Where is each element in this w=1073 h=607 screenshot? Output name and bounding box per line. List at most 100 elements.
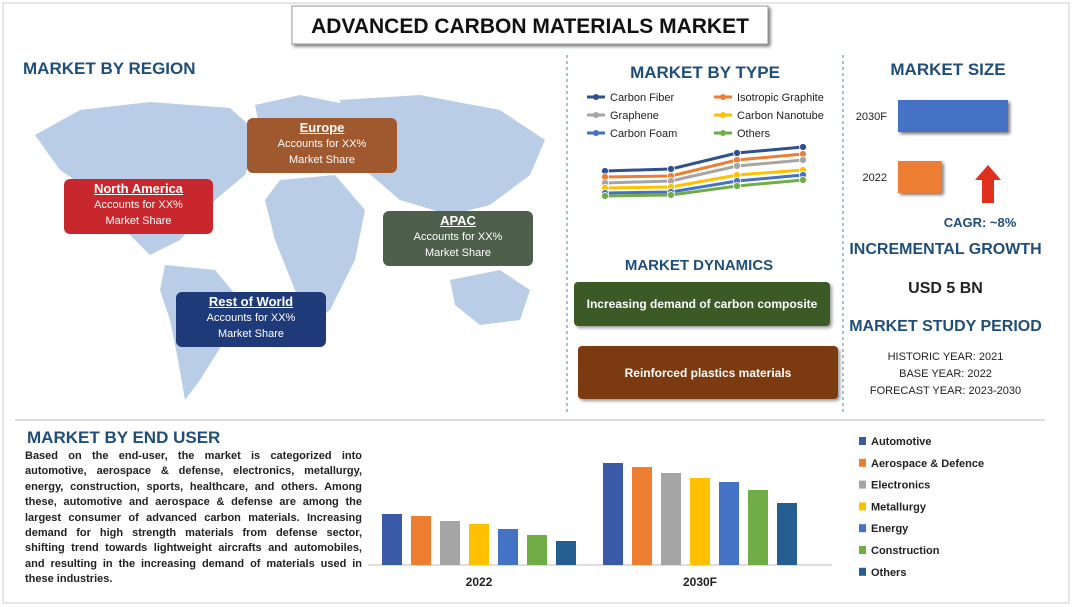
legend-label: Carbon Foam [610, 128, 677, 140]
point [733, 149, 741, 157]
legend-label: Graphene [610, 110, 659, 122]
callout-name: APAC [440, 213, 476, 228]
point [733, 182, 741, 190]
callout-text: Accounts for XX% [277, 138, 367, 150]
world-map [35, 95, 545, 400]
section-title: MARKET DYNAMICS [624, 257, 774, 274]
category-label: 2022 [863, 172, 887, 184]
continent [35, 102, 260, 255]
legend-label: Others [871, 567, 906, 579]
callout: North America Accounts for XX% Market Sh… [64, 179, 213, 234]
study-period: HISTORIC YEAR: 2021 BASE YEAR: 2022 FORE… [843, 349, 1048, 400]
end-user-text: Based on the end-user, the market is cat… [25, 450, 362, 586]
point [667, 165, 675, 173]
point [733, 162, 741, 170]
legend-marker [720, 112, 726, 118]
x-tick-label: 2030F [683, 575, 717, 589]
legend-marker [720, 130, 726, 136]
bar [748, 490, 768, 565]
bar [556, 541, 576, 565]
callout-text: Accounts for XX% [94, 199, 183, 211]
callout-text: Market Share [424, 247, 492, 259]
legend-swatch [859, 546, 866, 554]
point [667, 191, 675, 199]
callout-name: Rest of World [208, 294, 294, 309]
study-line: BASE YEAR: 2022 [899, 368, 992, 380]
callout: APAC Accounts for XX% Market Share [383, 211, 533, 266]
section-title: MARKET BY TYPE [630, 63, 780, 82]
legend-label: Carbon Nanotube [737, 110, 824, 122]
callout-text: Accounts for XX% [206, 312, 296, 324]
legend-label: Isotropic Graphite [737, 92, 824, 104]
legend-swatch [859, 480, 866, 489]
cagr: CAGR: ~8% [943, 215, 1017, 230]
section-title: MARKET BY END USER [27, 428, 221, 447]
dynamics-item: Reinforced plastics materials [578, 346, 838, 399]
legend-swatch [859, 458, 866, 467]
legend-label: Construction [871, 545, 940, 557]
bar [661, 473, 681, 565]
x-tick-label: 2022 [466, 575, 493, 589]
bar [440, 521, 460, 565]
series-line [604, 178, 804, 198]
legend-marker [593, 112, 599, 118]
bar [469, 524, 489, 565]
series-line [604, 173, 804, 195]
callout-text: Accounts for XX% [413, 231, 503, 243]
bar [382, 514, 402, 565]
section-title: INCREMENTAL GROWTH [849, 241, 1042, 258]
series-line [604, 168, 804, 190]
legend-label: Others [737, 128, 771, 140]
series-line [604, 158, 804, 185]
category-label: 2030F [856, 111, 887, 123]
page-title: ADVANCED CARBON MATERIALS MARKET [311, 15, 749, 38]
point [799, 156, 807, 164]
bar [690, 478, 710, 565]
callout-name: North America [93, 181, 184, 196]
dynamics-item: Increasing demand of carbon composite [574, 282, 830, 326]
growth-arrow [975, 165, 1001, 203]
legend-label: Energy [871, 523, 909, 535]
legend-marker [593, 130, 599, 136]
legend-swatch [859, 502, 866, 511]
bar [498, 529, 518, 565]
callout: Europe Accounts for XX% Market Share [247, 118, 397, 173]
bar [603, 463, 623, 565]
bar [632, 467, 652, 565]
legend-swatch [859, 524, 866, 533]
bar [719, 482, 739, 565]
callout: Rest of World Accounts for XX% Market Sh… [176, 292, 326, 347]
bar [527, 535, 547, 565]
callout-text: Market Share [288, 154, 356, 166]
legend-label: Metallurgy [871, 501, 927, 513]
legend-label: Aerospace & Defence [871, 458, 984, 470]
legend-swatch [859, 567, 866, 576]
legend-label: Electronics [871, 480, 930, 492]
callout-text: Market Share [217, 328, 285, 340]
legend-swatch [859, 437, 866, 445]
bar [898, 161, 942, 193]
legend-marker [593, 94, 599, 100]
point [799, 176, 807, 184]
section-title: MARKET BY REGION [23, 59, 196, 78]
continent [450, 270, 530, 325]
point [799, 143, 807, 151]
series-line [604, 152, 804, 179]
continent [265, 175, 365, 325]
point [601, 192, 609, 200]
study-line: HISTORIC YEAR: 2021 [887, 351, 1004, 363]
legend-label: Automotive [871, 436, 932, 448]
growth-value: USD 5 BN [908, 280, 983, 297]
title-box [291, 5, 769, 45]
bar [411, 516, 431, 565]
legend-marker [720, 94, 726, 100]
bar [898, 100, 1008, 132]
series-line [604, 145, 804, 173]
study-line: FORECAST YEAR: 2023-2030 [869, 385, 1022, 397]
callout-text: Market Share [105, 215, 172, 227]
section-title: MARKET SIZE [890, 60, 1006, 79]
section-title: MARKET STUDY PERIOD [849, 318, 1042, 335]
